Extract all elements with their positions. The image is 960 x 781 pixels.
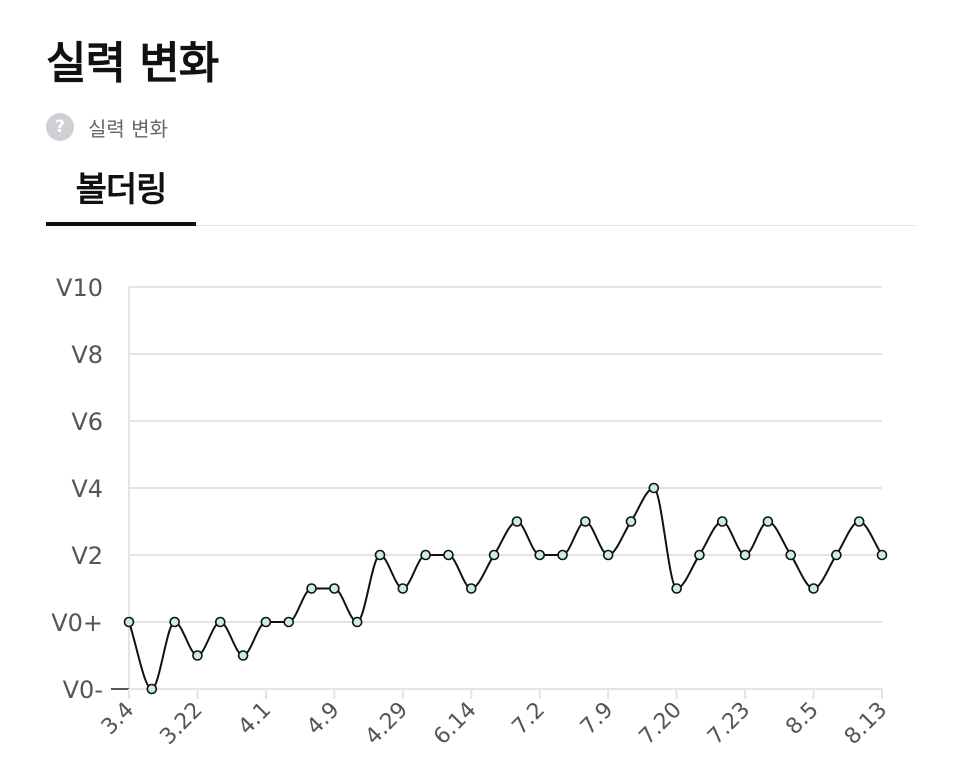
data-point [831,549,842,561]
x-tick-label: 8.5 [781,698,823,740]
y-tick-label: V0- [63,676,103,704]
data-point [808,583,819,594]
y-tick-label: V4 [71,475,103,503]
data-point [557,549,568,561]
x-tick-label: 8.13 [840,698,892,750]
data-point [694,549,705,561]
series-line [128,486,883,691]
y-tick-label: V8 [71,341,103,369]
data-point [192,650,203,661]
tab-bouldering-label: 볼더링 [75,170,168,210]
x-tick-label: 4.29 [361,698,413,750]
data-point [580,516,591,527]
tab-bar: 볼더링 [46,164,916,226]
data-point [648,482,660,494]
x-tick-label: 7.20 [635,698,687,750]
y-tick-label: V0+ [51,609,103,637]
data-point [465,583,477,594]
x-tick-label: 7.2 [508,698,550,740]
y-tick-label: V2 [71,542,103,570]
data-point [397,583,409,594]
help-label: 실력 변화 [88,116,168,141]
data-point [625,516,637,527]
data-point [329,583,340,594]
data-point [853,516,865,527]
data-point [169,616,180,628]
data-point [762,516,774,527]
data-point [123,616,135,628]
x-tick-label: 7.23 [703,698,755,750]
x-tick-label: 7.9 [576,698,618,740]
data-point [876,549,888,561]
data-point [374,549,386,561]
data-point [237,650,249,661]
x-tick-label: 4.1 [234,698,276,740]
data-point [716,516,728,527]
data-point [785,549,797,561]
data-point [671,583,682,594]
x-tick-label: 3.22 [155,698,207,750]
data-point [511,516,523,527]
data-point [488,549,500,561]
data-point [739,549,751,561]
x-tick-label: 4.9 [302,698,344,740]
help-row[interactable]: ? 실력 변화 [46,112,168,142]
y-tick-label: V6 [71,408,103,436]
data-point [351,616,363,628]
data-point [420,549,431,561]
y-tick-label: V10 [56,274,103,302]
data-point [306,583,317,594]
data-point [534,549,546,561]
page-title: 실력 변화 [46,38,219,89]
data-point [146,683,158,695]
x-tick-label: 6.14 [429,698,481,750]
tab-bouldering[interactable]: 볼더링 [46,164,196,226]
data-point [443,549,454,561]
x-tick-label: 3.4 [97,698,139,740]
data-point [283,616,295,628]
data-point [260,616,272,628]
data-point [602,549,614,561]
question-icon[interactable]: ? [46,113,74,141]
data-point [214,616,226,628]
